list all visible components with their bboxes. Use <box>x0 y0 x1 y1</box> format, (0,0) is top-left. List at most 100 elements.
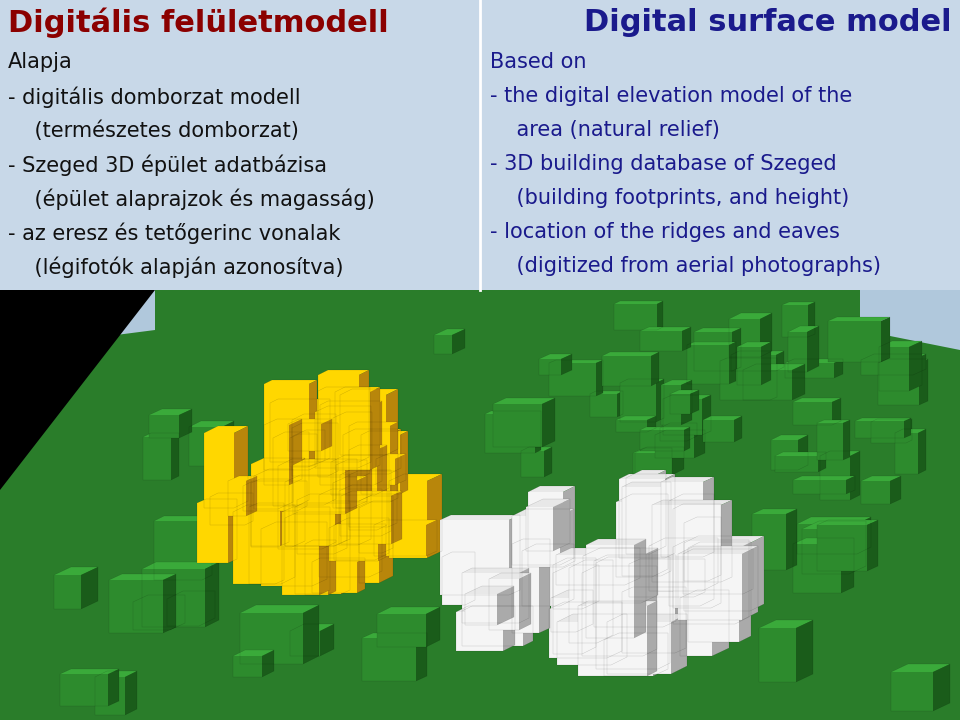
Polygon shape <box>54 567 98 575</box>
Polygon shape <box>179 409 192 438</box>
Polygon shape <box>793 538 854 544</box>
Polygon shape <box>785 363 834 378</box>
Polygon shape <box>489 573 531 579</box>
Polygon shape <box>620 379 664 383</box>
Polygon shape <box>663 555 676 627</box>
Polygon shape <box>228 499 237 563</box>
Polygon shape <box>345 459 357 514</box>
Polygon shape <box>109 580 163 633</box>
Polygon shape <box>359 496 393 501</box>
Polygon shape <box>331 462 375 495</box>
Polygon shape <box>771 440 798 470</box>
Polygon shape <box>629 559 705 564</box>
Polygon shape <box>583 556 641 603</box>
Polygon shape <box>734 416 742 442</box>
Polygon shape <box>604 633 668 640</box>
Polygon shape <box>359 501 382 553</box>
Polygon shape <box>647 416 656 432</box>
Polygon shape <box>649 538 718 546</box>
Text: - 3D building database of Szeged: - 3D building database of Szeged <box>490 154 836 174</box>
Polygon shape <box>143 433 179 437</box>
Polygon shape <box>861 476 901 481</box>
Polygon shape <box>909 341 922 391</box>
Polygon shape <box>416 633 427 681</box>
Polygon shape <box>776 351 784 371</box>
Polygon shape <box>798 435 808 470</box>
Polygon shape <box>867 520 878 571</box>
Polygon shape <box>54 575 81 609</box>
Polygon shape <box>369 489 382 577</box>
Polygon shape <box>285 512 347 518</box>
Polygon shape <box>817 423 843 460</box>
Polygon shape <box>336 460 367 465</box>
Polygon shape <box>607 614 687 622</box>
Polygon shape <box>694 328 741 332</box>
Polygon shape <box>788 326 819 332</box>
Polygon shape <box>855 421 904 438</box>
Polygon shape <box>320 624 334 656</box>
Polygon shape <box>832 398 841 425</box>
Polygon shape <box>292 428 328 476</box>
Polygon shape <box>154 521 202 580</box>
Polygon shape <box>735 540 749 624</box>
Polygon shape <box>497 586 514 625</box>
Polygon shape <box>673 504 721 509</box>
Polygon shape <box>834 359 843 378</box>
Polygon shape <box>841 538 854 593</box>
Polygon shape <box>871 419 912 422</box>
Polygon shape <box>322 459 336 549</box>
Polygon shape <box>670 390 699 394</box>
Polygon shape <box>817 520 878 525</box>
Polygon shape <box>359 501 393 508</box>
Polygon shape <box>663 395 711 399</box>
Polygon shape <box>264 380 317 384</box>
Polygon shape <box>389 481 427 558</box>
Polygon shape <box>720 361 770 400</box>
Polygon shape <box>320 405 374 485</box>
Polygon shape <box>205 562 219 627</box>
Polygon shape <box>240 605 319 613</box>
Text: (building footprints, and height): (building footprints, and height) <box>490 188 850 208</box>
Polygon shape <box>349 471 397 475</box>
Polygon shape <box>797 524 857 554</box>
Polygon shape <box>742 546 758 620</box>
Polygon shape <box>684 536 764 543</box>
Polygon shape <box>303 605 319 664</box>
Polygon shape <box>918 429 926 474</box>
Polygon shape <box>315 406 371 412</box>
Polygon shape <box>861 354 926 360</box>
Polygon shape <box>285 518 334 546</box>
Polygon shape <box>321 419 332 451</box>
Polygon shape <box>729 342 736 384</box>
Polygon shape <box>400 431 408 494</box>
Polygon shape <box>309 380 317 470</box>
Polygon shape <box>362 638 416 681</box>
Polygon shape <box>318 391 362 477</box>
Polygon shape <box>197 499 237 503</box>
Polygon shape <box>616 494 668 502</box>
Polygon shape <box>341 491 402 496</box>
Polygon shape <box>386 389 398 455</box>
Polygon shape <box>672 447 684 475</box>
Polygon shape <box>125 671 137 715</box>
Polygon shape <box>290 434 317 438</box>
Polygon shape <box>334 494 347 554</box>
Polygon shape <box>828 317 890 321</box>
Polygon shape <box>891 664 950 672</box>
Polygon shape <box>374 401 382 485</box>
Polygon shape <box>339 491 358 545</box>
Polygon shape <box>590 394 617 417</box>
Polygon shape <box>389 474 442 481</box>
Polygon shape <box>509 515 520 595</box>
Polygon shape <box>578 606 647 676</box>
Polygon shape <box>620 383 656 422</box>
Polygon shape <box>361 431 408 435</box>
Polygon shape <box>379 501 393 583</box>
Polygon shape <box>687 345 729 384</box>
Polygon shape <box>95 677 125 715</box>
Polygon shape <box>243 486 297 511</box>
Polygon shape <box>305 544 328 595</box>
Polygon shape <box>687 342 736 345</box>
Polygon shape <box>711 504 721 608</box>
Text: - digitális domborzat modell: - digitális domborzat modell <box>8 86 300 107</box>
